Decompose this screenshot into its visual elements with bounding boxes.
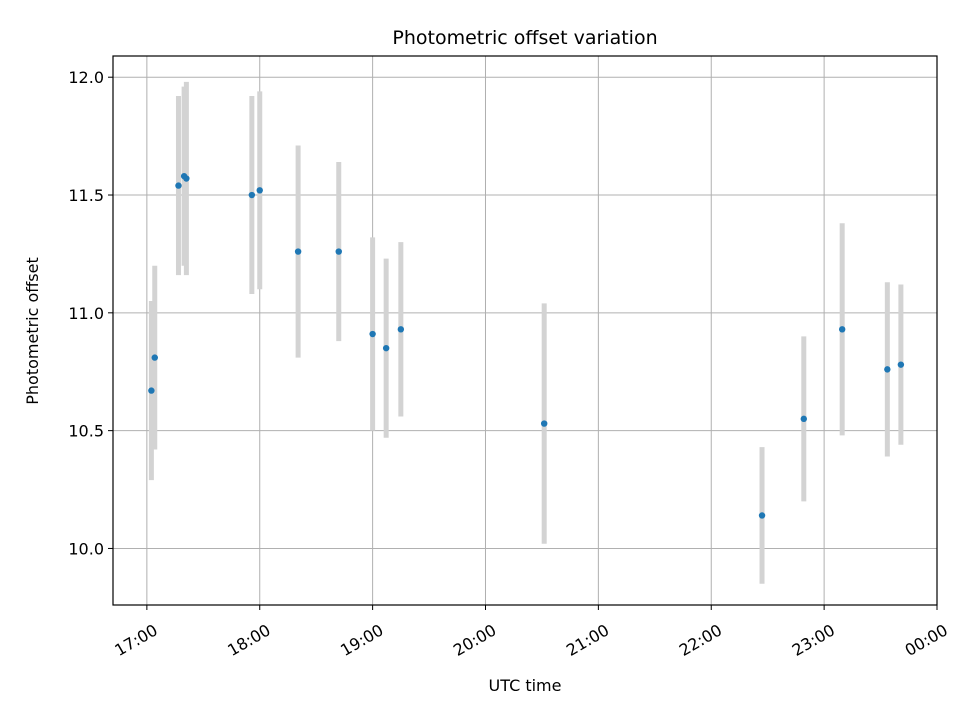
data-point: [175, 182, 182, 189]
chart-title: Photometric offset variation: [392, 27, 657, 49]
data-point: [884, 366, 891, 373]
axes-frame: [112, 55, 938, 606]
y-tick-label: 10.5: [68, 422, 104, 441]
x-axis-label: UTC time: [489, 676, 562, 695]
y-axis-label: Photometric offset: [23, 257, 42, 405]
y-tick-label: 12.0: [68, 68, 104, 87]
data-point: [800, 415, 808, 423]
data-point: [540, 420, 548, 427]
data-point: [382, 344, 390, 352]
data-point: [335, 248, 342, 255]
data-point: [151, 354, 158, 361]
y-tick-label: 10.0: [68, 539, 104, 558]
data-point: [256, 187, 263, 194]
y-tick-label: 11.5: [68, 186, 104, 205]
data-point: [897, 361, 905, 368]
data-point: [148, 387, 155, 394]
data-point: [397, 326, 405, 333]
data-point: [758, 512, 766, 519]
data-point: [183, 175, 190, 182]
data-point: [369, 330, 376, 338]
data-point: [294, 248, 302, 255]
data-point: [248, 191, 256, 199]
point-layer: [148, 172, 905, 519]
data-point: [838, 326, 846, 333]
y-tick-label: 11.0: [68, 304, 104, 323]
